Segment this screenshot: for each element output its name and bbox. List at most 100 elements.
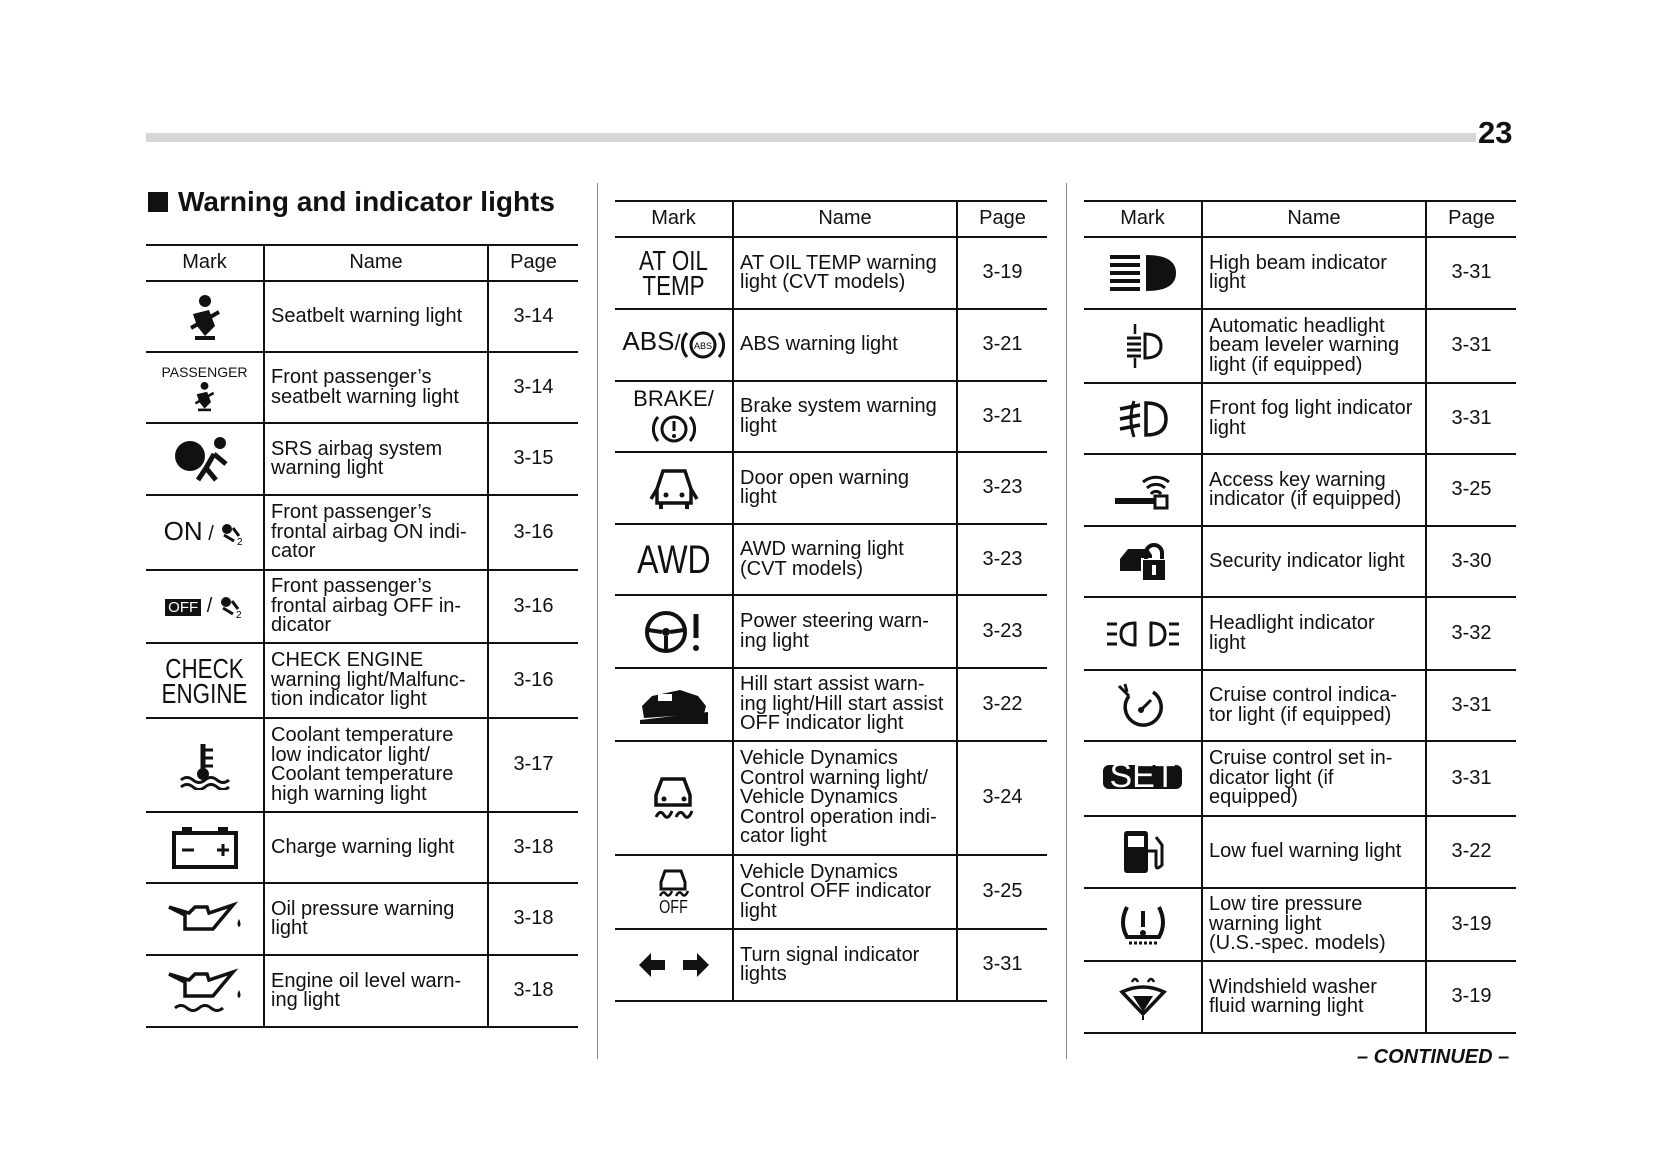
table-row: Power steering warn-ing light 3-23 [615, 594, 1047, 669]
light-name-line: (CVT models) [740, 557, 863, 580]
page-reference: 3-22 [957, 667, 1047, 742]
page-reference: 3-23 [957, 594, 1047, 669]
page-reference: 3-17 [488, 717, 578, 813]
light-name-line: ABS warning light [740, 333, 898, 356]
table-row: Windshield washer fluid warning light 3-1… [1084, 960, 1516, 1034]
passenger-seatbelt-icon: PASSENGER [146, 351, 265, 424]
light-name-line: OFF indicator light [740, 712, 904, 735]
header-rule [146, 133, 1476, 142]
vehicle-dynamics-off-icon: OFF [615, 854, 734, 930]
table-row: Access key warning indicator (if equipped… [1084, 453, 1516, 527]
light-name-line: dicator light (if [1209, 766, 1334, 789]
page-reference: 3-16 [488, 569, 578, 644]
table-row: High beam indicator light 3-31 [1084, 236, 1516, 310]
headlight-indicator-icon [1084, 596, 1203, 671]
light-name: Seatbelt warning light [264, 280, 489, 353]
light-name: CHECK ENGINE warning light/Malfunc-tion i… [264, 642, 489, 719]
high-beam-icon [1084, 236, 1203, 310]
light-name-line: Automatic headlight [1209, 314, 1385, 337]
light-name-line: Control warning light/ [740, 766, 928, 789]
header-page: Page [488, 244, 578, 282]
icon-lettering: / [674, 330, 681, 356]
light-name-line: seatbelt warning light [271, 385, 459, 408]
page-reference: 3-31 [1426, 236, 1516, 310]
light-name-line: Vehicle Dynamics [740, 747, 898, 770]
light-name: Brake system warning light [733, 380, 958, 453]
light-name-line: Control OFF indicator [740, 880, 932, 903]
table-row: Security indicator light 3-30 [1084, 525, 1516, 598]
light-name: Front fog light indicator light [1202, 382, 1427, 455]
low-fuel-icon [1084, 815, 1203, 889]
table-row: CHECK ENGINE CHECK ENGINE warning light/Ma… [146, 642, 578, 719]
light-name-line: Low tire pressure [1209, 893, 1363, 916]
page-reference: 3-19 [957, 236, 1047, 310]
check-engine-icon: CHECK ENGINE [146, 642, 265, 719]
light-name: Charge warning light [264, 811, 489, 884]
table-row: Oil pressure warning light 3-18 [146, 882, 578, 956]
page-reference: 3-21 [957, 308, 1047, 382]
page-reference: 3-23 [957, 523, 1047, 596]
page-reference: 3-14 [488, 351, 578, 424]
page-reference: 3-24 [957, 740, 1047, 856]
light-name: Headlight indicator light [1202, 596, 1427, 671]
icon-lettering: PASSENGER [161, 363, 248, 380]
table-row: BRAKE/ Brake system warning light 3-21 [615, 380, 1047, 453]
header-name: Name [733, 200, 958, 238]
icon-lettering: AT OIL [639, 245, 708, 276]
page-reference: 3-31 [1426, 669, 1516, 742]
page-reference: 3-31 [1426, 382, 1516, 455]
table-row: SRS airbag system warning light 3-15 [146, 422, 578, 496]
light-name: Power steering warn-ing light [733, 594, 958, 669]
light-name-line: Power steering warn- [740, 610, 929, 632]
light-name-line: (U.S.-spec. models) [1209, 932, 1386, 955]
light-name: Access key warning indicator (if equipped… [1202, 453, 1427, 527]
section-title: Warning and indicator lights [148, 186, 555, 218]
light-name-line: cator [271, 540, 316, 563]
light-name-line: CHECK ENGINE [271, 649, 424, 672]
light-name-line: Access key warning [1209, 468, 1386, 491]
light-name-line: Security indicator light [1209, 549, 1405, 572]
icon-lettering: SET [1103, 760, 1182, 793]
light-name-line: AWD warning light [740, 538, 904, 560]
header-mark: Mark [146, 244, 265, 282]
page-reference: 3-31 [1426, 308, 1516, 384]
warning-lights-table-2: Mark Name Page AT OIL TEMP AT OIL TEMP warn… [615, 200, 1047, 1002]
table-row: SET Cruise control set in-dicator light … [1084, 740, 1516, 817]
page-reference: 3-21 [957, 380, 1047, 453]
page-reference: 3-18 [488, 811, 578, 884]
header-page: Page [1426, 200, 1516, 238]
cruise-set-icon: SET [1084, 740, 1203, 817]
abs-icon: ABS/ABS [615, 308, 734, 382]
icon-lettering: BRAKE [633, 386, 708, 411]
header-name: Name [264, 244, 489, 282]
light-name: Security indicator light [1202, 525, 1427, 598]
page-reference: 3-25 [957, 854, 1047, 930]
continued-label: – CONTINUED – [1357, 1046, 1510, 1068]
light-name: Oil pressure warning light [264, 882, 489, 956]
headlight-leveler-icon [1084, 308, 1203, 384]
light-name: AT OIL TEMP warning light (CVT models) [733, 236, 958, 310]
cruise-control-icon [1084, 669, 1203, 742]
table-row: Low fuel warning light 3-22 [1084, 815, 1516, 889]
page-reference: 3-14 [488, 280, 578, 353]
table-header-row: Mark Name Page [146, 244, 578, 282]
table-row: ABS/ABS ABS warning light 3-21 [615, 308, 1047, 382]
battery-icon [146, 811, 265, 884]
light-name: Vehicle Dynamics Control warning light/Ve… [733, 740, 958, 856]
light-name-line: cator light [740, 825, 827, 848]
light-name: Front passenger’s seatbelt warning light [264, 351, 489, 424]
table-row: Automatic headlight beam leveler warning l… [1084, 308, 1516, 384]
icon-lettering: ON [163, 515, 203, 546]
header-name: Name [1202, 200, 1427, 238]
light-name-line: light [740, 486, 777, 508]
svg-text:2: 2 [237, 537, 243, 546]
light-name-line: Windshield washer [1209, 975, 1377, 998]
page-reference: 3-22 [1426, 815, 1516, 889]
table-header-row: Mark Name Page [615, 200, 1047, 238]
light-name-line: light (CVT models) [740, 271, 906, 293]
icon-lettering: OFF [165, 599, 202, 616]
icon-lettering: CHECK [165, 652, 244, 684]
light-name-line: AT OIL TEMP warning [740, 251, 937, 274]
page-reference: 3-16 [488, 494, 578, 571]
light-name-line: Engine oil level warn- [271, 969, 462, 992]
